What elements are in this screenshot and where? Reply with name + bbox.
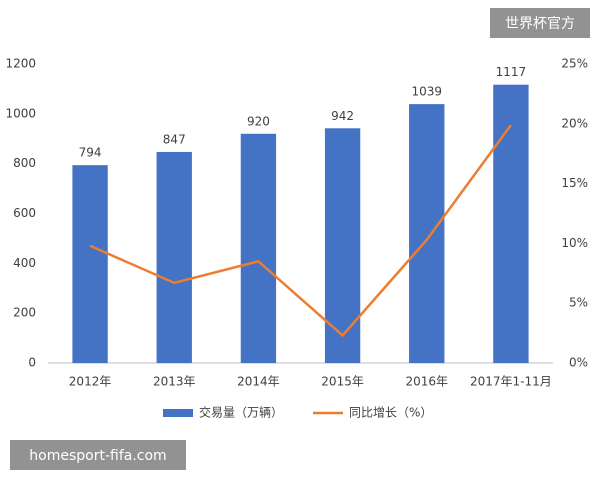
watermark-box — [10, 440, 186, 470]
legend-label: 交易量（万辆） — [199, 405, 283, 420]
legend-swatch — [163, 409, 193, 417]
y-tick-label: 1200 — [5, 57, 36, 71]
bar — [409, 104, 445, 363]
y2-tick-label: 15% — [561, 176, 588, 190]
legend-label: 同比增长（%） — [349, 406, 432, 420]
y-tick-label: 400 — [13, 256, 36, 270]
bar — [324, 128, 361, 363]
line — [89, 124, 512, 338]
watermark: 世界杯官方 — [505, 16, 575, 32]
x-tick-label: 2013年 — [153, 375, 196, 389]
x-tick-label: 2017年1-11月 — [470, 375, 552, 389]
data-label: 920 — [247, 114, 270, 128]
y2-tick-label: 5% — [569, 296, 588, 310]
bar — [156, 151, 192, 363]
watermark-box — [490, 8, 590, 38]
data-label: 1117 — [496, 65, 527, 79]
bar — [240, 133, 277, 363]
data-label: 847 — [163, 132, 186, 146]
y-tick-label: 1000 — [5, 106, 36, 120]
data-label: 1039 — [411, 85, 442, 99]
x-tick-label: 2012年 — [69, 375, 112, 389]
data-label: 942 — [331, 109, 354, 123]
y2-tick-label: 0% — [569, 356, 588, 370]
bar — [72, 165, 108, 363]
x-tick-label: 2016年 — [405, 375, 448, 389]
x-tick-label: 2015年 — [321, 375, 364, 389]
bar — [493, 84, 529, 363]
y-tick-label: 200 — [13, 306, 36, 320]
y2-tick-label: 25% — [561, 57, 588, 71]
y2-tick-label: 10% — [561, 236, 588, 250]
y-tick-label: 600 — [13, 206, 36, 220]
data-label: 794 — [79, 146, 102, 160]
y-tick-label: 800 — [13, 156, 36, 170]
y-tick-label: 0 — [28, 356, 36, 370]
y2-tick-label: 20% — [561, 116, 588, 130]
watermark: homesport-fifa.com — [29, 448, 166, 464]
x-tick-label: 2014年 — [237, 375, 280, 389]
